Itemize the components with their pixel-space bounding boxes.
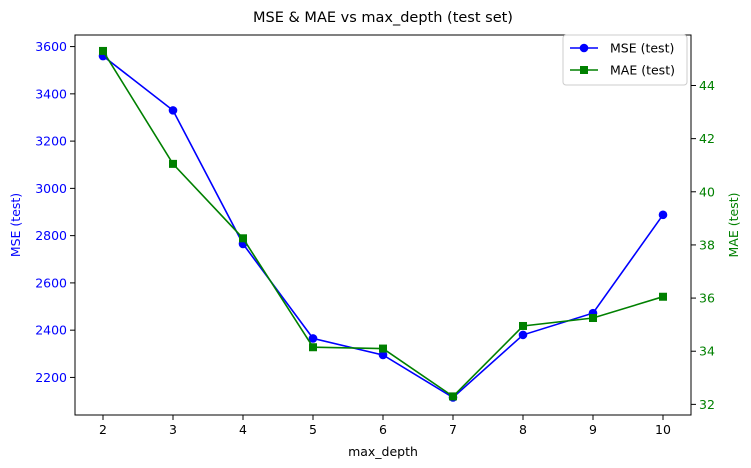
x-tick-label: 9 bbox=[589, 422, 597, 437]
y-left-tick-label: 3600 bbox=[35, 39, 67, 54]
y-left-tick-label: 2200 bbox=[35, 370, 67, 385]
y-left-tick-label: 2800 bbox=[35, 228, 67, 243]
y-right-tick-label: 40 bbox=[699, 184, 715, 199]
data-point-mae bbox=[239, 234, 247, 243]
data-point-mae bbox=[449, 392, 457, 401]
data-point-mae bbox=[659, 292, 667, 301]
data-point-mse bbox=[378, 350, 388, 360]
data-point-mae bbox=[379, 344, 387, 353]
y-axis-right-label: MAE (test) bbox=[726, 193, 741, 258]
y-right-tick-label: 38 bbox=[699, 237, 715, 252]
data-point-mse bbox=[168, 106, 178, 115]
data-point-mse bbox=[658, 210, 668, 220]
y-left-tick-label: 3400 bbox=[35, 86, 67, 101]
legend-mae-marker bbox=[580, 66, 588, 74]
data-point-mse bbox=[518, 330, 528, 340]
legend-mse-label: MSE (test) bbox=[610, 41, 674, 56]
y-right-tick-label: 42 bbox=[699, 131, 715, 146]
x-tick-label: 10 bbox=[655, 422, 671, 437]
x-tick-label: 4 bbox=[239, 422, 247, 437]
y-right-tick-label: 36 bbox=[699, 291, 715, 306]
legend-mae-label: MAE (test) bbox=[610, 63, 675, 78]
x-axis-label: max_depth bbox=[348, 444, 418, 459]
data-point-mse bbox=[308, 334, 318, 343]
chart-title: MSE & MAE vs max_depth (test set) bbox=[253, 10, 513, 26]
legend: MSE (test) MAE (test) bbox=[562, 34, 688, 86]
x-tick-label: 7 bbox=[449, 422, 457, 437]
x-tick-label: 8 bbox=[519, 422, 527, 437]
y-left-tick-label: 2600 bbox=[35, 275, 67, 290]
y-left-tick-label: 3200 bbox=[35, 134, 67, 149]
x-tick-label: 6 bbox=[379, 422, 387, 437]
x-tick-label: 5 bbox=[309, 422, 317, 437]
y-right-tick-label: 32 bbox=[699, 397, 715, 412]
data-point-mae bbox=[99, 46, 107, 55]
y-right-tick-label: 34 bbox=[699, 344, 715, 359]
x-tick-label: 3 bbox=[169, 422, 177, 437]
y-axis-left-label: MSE (test) bbox=[8, 193, 23, 257]
data-point-mae bbox=[309, 343, 317, 352]
y-right-tick-label: 44 bbox=[699, 78, 715, 93]
data-point-mae bbox=[589, 314, 597, 323]
data-point-mae bbox=[519, 321, 527, 330]
y-left-tick-label: 2400 bbox=[35, 323, 67, 338]
y-left-tick-label: 3000 bbox=[35, 181, 67, 196]
legend-mse-marker bbox=[579, 43, 589, 53]
x-tick-label: 2 bbox=[99, 422, 107, 437]
data-point-mae bbox=[169, 159, 177, 168]
